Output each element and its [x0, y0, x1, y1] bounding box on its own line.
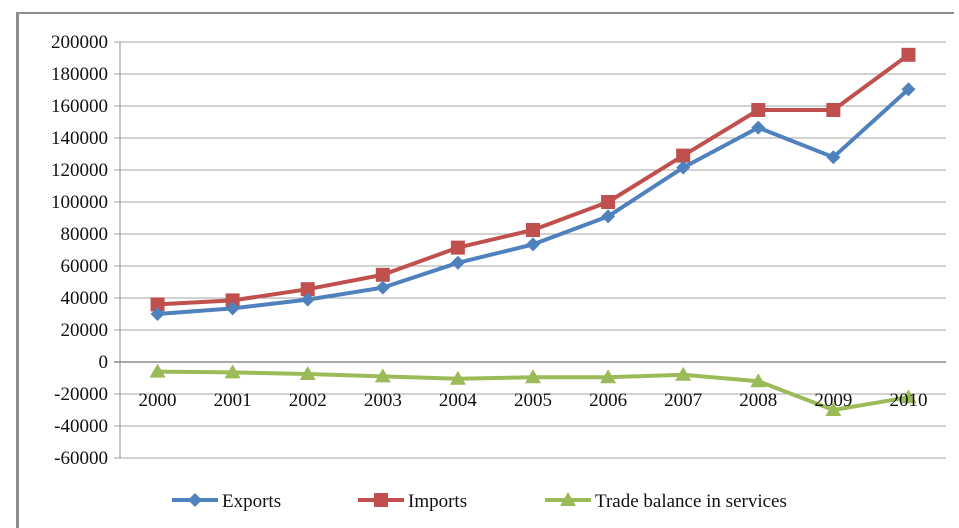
x-tick-label: 2008	[739, 390, 777, 411]
x-tick-label: 2000	[139, 390, 177, 411]
y-tick-label: -40000	[54, 416, 108, 437]
legend-item: Exports	[172, 491, 281, 512]
data-point	[449, 370, 466, 385]
y-axis-tick-labels: 2000001800001600001400001200001000008000…	[51, 32, 108, 469]
series-lines	[149, 47, 917, 416]
y-tick-label: 140000	[51, 128, 108, 149]
data-point	[526, 237, 540, 252]
data-point	[826, 150, 841, 165]
legend-item: Imports	[358, 491, 467, 512]
x-tick-label: 2001	[214, 390, 252, 411]
data-point	[450, 240, 465, 255]
y-tick-label: 100000	[51, 192, 108, 213]
x-tick-label: 2006	[589, 390, 627, 411]
x-tick-label: 2007	[664, 390, 702, 411]
y-tick-label: 80000	[61, 224, 109, 245]
data-point	[900, 389, 917, 404]
y-tick-label: 160000	[51, 96, 108, 117]
y-tick-label: -60000	[54, 448, 108, 469]
series-line	[157, 53, 910, 307]
y-tick-label: 60000	[61, 256, 109, 277]
data-point	[601, 209, 616, 224]
data-point	[751, 120, 766, 135]
data-point	[750, 373, 767, 388]
series-trade-balance-in-services	[149, 363, 917, 416]
x-tick-label: 2004	[439, 390, 478, 411]
data-point	[826, 103, 841, 117]
data-point	[751, 103, 766, 117]
x-tick-label: 2009	[814, 390, 852, 411]
legend-swatch-marker	[560, 492, 576, 506]
legend-label: Imports	[408, 491, 467, 512]
data-point	[150, 307, 165, 321]
x-tick-label: 2002	[289, 390, 327, 411]
legend-label: Exports	[222, 491, 281, 512]
y-tick-label: 40000	[61, 288, 109, 309]
chart-frame	[16, 12, 954, 528]
data-point	[299, 366, 316, 380]
x-axis-tick-labels: 2000 2001 2002 2003 2004 2005 2006 2007 2008 2009…	[139, 390, 928, 411]
data-point	[300, 292, 315, 307]
data-point	[676, 160, 691, 175]
data-point	[675, 366, 692, 381]
data-point	[374, 368, 391, 383]
legend: Exports Imports Trade balance in services	[172, 491, 787, 512]
x-tick-label: 2003	[364, 390, 402, 411]
y-tick-label: 200000	[51, 32, 108, 53]
data-point	[375, 267, 390, 282]
data-point	[525, 369, 541, 384]
data-point	[225, 293, 240, 308]
data-point	[600, 369, 617, 384]
y-tick-label: -20000	[54, 384, 108, 405]
y-tick-label: 120000	[51, 160, 108, 181]
gridlines	[114, 41, 946, 459]
y-tick-label: 0	[99, 352, 109, 373]
data-point	[375, 280, 390, 295]
series-imports	[150, 47, 916, 312]
data-point	[224, 364, 241, 379]
x-tick-label: 2005	[514, 390, 552, 411]
series-exports	[150, 82, 916, 321]
data-point	[225, 301, 240, 316]
legend-swatch-marker	[188, 493, 202, 507]
data-point	[450, 255, 465, 270]
data-point	[901, 47, 916, 62]
data-point	[300, 282, 315, 297]
y-tick-label: 180000	[51, 64, 108, 85]
data-point	[601, 195, 616, 209]
y-tick-label: 20000	[61, 320, 109, 341]
data-point	[825, 402, 842, 416]
data-point	[676, 148, 691, 163]
data-point	[901, 82, 916, 97]
legend-item: Trade balance in services	[545, 491, 787, 512]
data-point	[150, 297, 165, 312]
data-point	[149, 363, 166, 378]
x-tick-label: 2010	[889, 390, 927, 411]
data-point	[526, 223, 540, 237]
legend-label: Trade balance in services	[595, 491, 787, 512]
legend-swatch-marker	[374, 493, 388, 507]
